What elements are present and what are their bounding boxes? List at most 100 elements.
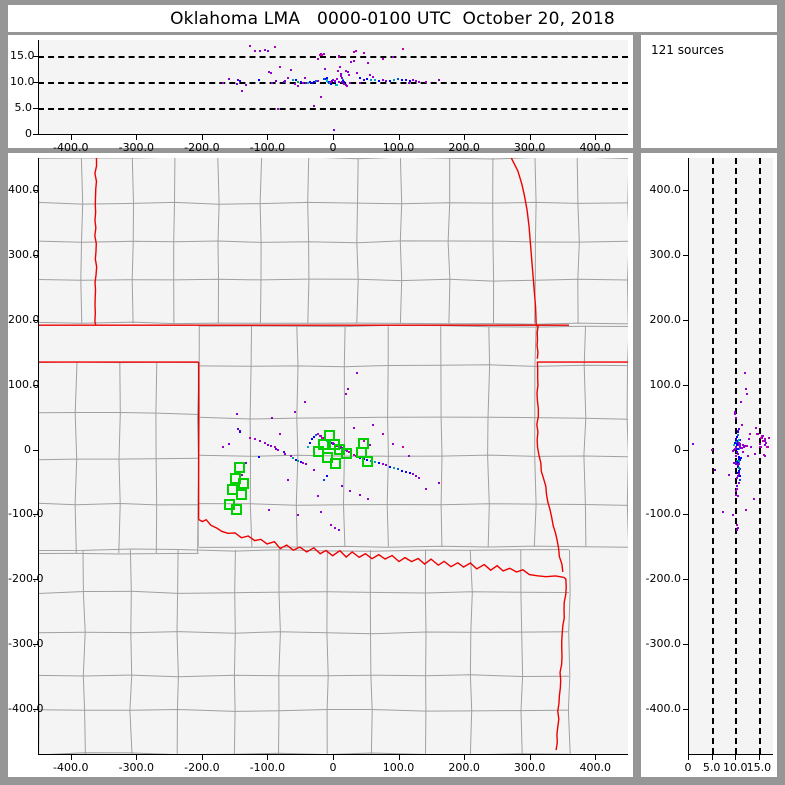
source-point-altitude-east xyxy=(275,79,278,82)
source-point-altitude-north xyxy=(733,441,736,444)
source-point-altitude-north xyxy=(758,445,761,448)
source-point-altitude-north xyxy=(733,462,736,465)
source-point-altitude-north xyxy=(744,444,747,447)
x-tick-label-2: -200.0 xyxy=(184,761,220,774)
source-point-map xyxy=(277,448,280,451)
source-point-altitude-north xyxy=(731,514,734,517)
lma-station-marker-4[interactable] xyxy=(235,489,247,501)
x-tick-label-5: 100.0 xyxy=(382,141,415,154)
source-point-map xyxy=(344,392,347,395)
source-point-map xyxy=(355,371,358,374)
county-border-horizontal xyxy=(198,503,628,506)
lma-station-marker-13[interactable] xyxy=(340,447,352,459)
source-point-altitude-north xyxy=(739,444,741,447)
source-point-altitude-east xyxy=(221,81,224,84)
source-point-altitude-east xyxy=(326,79,329,82)
x-tick-label-6: 200.0 xyxy=(448,141,480,154)
altitude-vs-north-south-plot-area[interactable] xyxy=(688,158,773,754)
source-point-altitude-east xyxy=(332,78,335,81)
source-point-map xyxy=(352,426,355,429)
y-tick-3 xyxy=(33,514,39,516)
lma-station-marker-0[interactable] xyxy=(233,462,245,474)
county-border-vertical xyxy=(356,158,359,324)
source-point-altitude-north xyxy=(738,468,741,471)
source-point-map xyxy=(257,456,260,458)
source-point-altitude-east xyxy=(315,80,318,83)
county-border-vertical xyxy=(447,158,451,324)
lma-station-marker-17[interactable] xyxy=(361,455,373,467)
source-point-map xyxy=(235,412,238,415)
lma-station-marker-12[interactable] xyxy=(322,451,334,463)
source-point-altitude-north xyxy=(746,444,749,447)
county-border-vertical xyxy=(278,549,281,754)
source-point-altitude-east xyxy=(359,76,362,79)
x-tick-label-3: -100.0 xyxy=(249,141,286,154)
source-point-altitude-east xyxy=(228,77,231,80)
lma-station-marker-10[interactable] xyxy=(313,445,325,457)
x-tick-label-7: 300.0 xyxy=(513,141,546,154)
source-point-altitude-east xyxy=(336,69,339,72)
source-point-altitude-east xyxy=(338,55,341,58)
altitude-vs-east-west-plot-area[interactable] xyxy=(38,40,628,134)
source-point-altitude-east xyxy=(270,81,273,84)
source-point-map xyxy=(319,511,322,514)
source-point-altitude-east xyxy=(296,85,299,88)
y-tick-label-2: -200.0 xyxy=(645,572,681,586)
y-tick-1 xyxy=(33,643,39,645)
source-point-map xyxy=(221,446,224,449)
lma-station-marker-16[interactable] xyxy=(355,447,367,459)
source-point-altitude-north xyxy=(736,431,739,434)
source-count-label: 121 sources xyxy=(651,43,724,57)
source-point-altitude-east xyxy=(333,129,335,132)
source-point-map xyxy=(352,454,355,457)
source-point-altitude-east xyxy=(340,74,343,77)
lma-station-marker-6[interactable] xyxy=(231,504,243,516)
source-point-altitude-east xyxy=(240,90,243,93)
county-border-vertical xyxy=(80,158,84,324)
county-border-horizontal xyxy=(38,158,628,160)
x-tick-6 xyxy=(464,135,466,140)
source-point-map xyxy=(401,446,404,449)
source-point-map xyxy=(348,451,351,454)
y-tick-label-8: 400.0 xyxy=(649,183,682,197)
source-point-map xyxy=(268,509,271,512)
x-tick-8 xyxy=(595,135,597,140)
source-point-map xyxy=(326,475,329,478)
source-point-altitude-north xyxy=(713,468,716,471)
source-point-altitude-east xyxy=(313,80,316,83)
source-point-altitude-east xyxy=(321,54,324,57)
source-point-altitude-east xyxy=(316,57,319,60)
source-point-altitude-east xyxy=(334,79,337,82)
source-point-altitude-north xyxy=(735,448,738,451)
lma-station-marker-14[interactable] xyxy=(330,458,342,470)
lma-station-marker-2[interactable] xyxy=(238,477,250,489)
source-point-altitude-east xyxy=(381,79,384,82)
source-point-altitude-east xyxy=(409,79,412,82)
y-tick-label-4: 0 xyxy=(24,442,31,456)
x-tick-1 xyxy=(136,135,138,140)
y-tick-1 xyxy=(33,107,39,109)
source-point-map xyxy=(302,462,305,465)
x-tick-4 xyxy=(333,755,334,760)
source-point-map xyxy=(424,488,427,491)
x-tick-label-4: 0 xyxy=(329,761,337,774)
source-point-altitude-north xyxy=(734,448,737,451)
source-point-altitude-east xyxy=(411,79,414,82)
source-point-map xyxy=(319,435,322,438)
source-point-map xyxy=(318,434,321,437)
plan-view-map-panel: -400.0 -300.0 -200.0 -100.0 0 100.0 200.0 300.0… xyxy=(8,153,633,777)
source-point-altitude-north xyxy=(737,456,740,458)
source-point-altitude-north xyxy=(735,459,738,462)
source-point-altitude-north xyxy=(735,529,738,532)
source-point-map xyxy=(323,478,326,481)
map-plot-area[interactable] xyxy=(38,158,628,754)
county-border-vertical xyxy=(533,326,537,547)
x-tick-label-0: 0 xyxy=(684,761,692,774)
county-border-horizontal xyxy=(198,454,628,458)
source-point-altitude-east xyxy=(392,55,394,58)
county-border-vertical xyxy=(233,549,236,754)
source-point-altitude-east xyxy=(365,78,368,81)
source-point-altitude-east xyxy=(393,78,396,81)
source-point-altitude-east xyxy=(382,58,385,61)
source-point-altitude-north xyxy=(739,446,742,449)
